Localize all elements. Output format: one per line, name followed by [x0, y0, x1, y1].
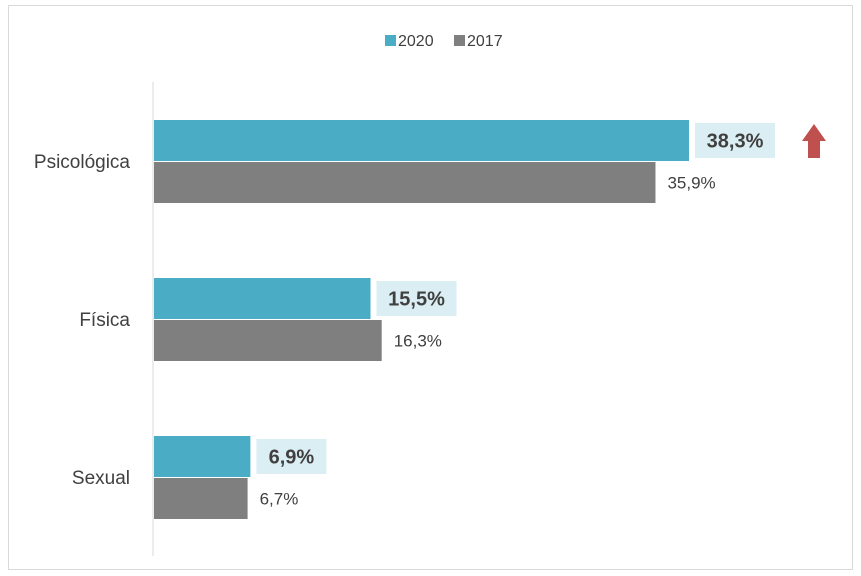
bar-2017-sexual — [154, 478, 248, 519]
bar-2017-psicologica — [154, 162, 656, 203]
value-label-2020-psicologica: 38,3% — [707, 131, 764, 153]
legend-swatch-2017 — [454, 35, 465, 46]
category-label-psicologica: Psicológica — [34, 152, 131, 173]
bar-2020-fisica — [154, 278, 371, 319]
legend-label-2017: 2017 — [467, 33, 503, 50]
category-label-sexual: Sexual — [72, 468, 130, 489]
value-label-2017-sexual: 6,7% — [260, 490, 299, 509]
legend-swatch-2020 — [385, 35, 396, 46]
value-label-bg-2020-sexual — [256, 439, 327, 474]
value-label-2017-psicologica: 35,9% — [667, 174, 715, 193]
bar-2017-fisica — [154, 320, 382, 361]
value-label-2020-fisica: 15,5% — [388, 289, 445, 311]
value-label-2017-fisica: 16,3% — [394, 332, 442, 351]
bar-2020-sexual — [154, 436, 251, 477]
value-label-2020-sexual: 6,9% — [269, 447, 315, 469]
value-label-bg-2020-psicologica — [695, 123, 775, 158]
category-label-fisica: Física — [79, 310, 130, 331]
up-arrow-icon — [802, 124, 826, 158]
bar-2020-psicologica — [154, 120, 689, 161]
legend-label-2020: 2020 — [398, 33, 434, 50]
value-label-bg-2020-fisica — [376, 281, 457, 316]
